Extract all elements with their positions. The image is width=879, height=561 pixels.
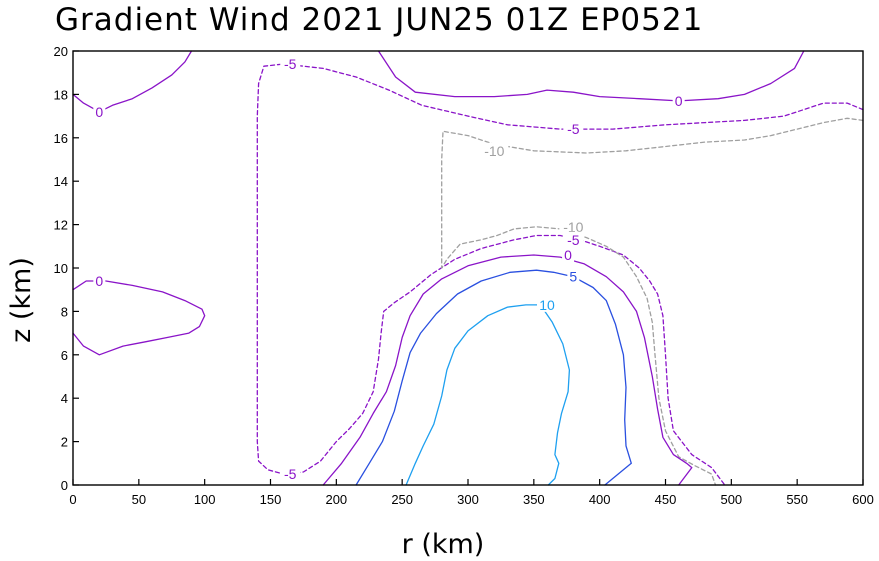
zero-contour-core [322, 254, 693, 486]
y-axis-label: z (km) [6, 257, 37, 343]
label-neg5-mid-gap [563, 121, 584, 137]
label-zero-left: 0 [95, 273, 103, 289]
x-tick-label: 250 [391, 492, 413, 507]
label-neg10-core-gap [559, 218, 588, 234]
label-pos10: 10 [539, 297, 555, 313]
y-tick-label: 20 [54, 44, 68, 59]
x-tick-label: 0 [69, 492, 76, 507]
y-tick-label: 8 [61, 304, 68, 319]
label-neg5-top-gap [280, 56, 301, 72]
label-neg5-top: -5 [284, 56, 297, 72]
label-neg5-bottom: -5 [284, 466, 297, 482]
label-zero-core: 0 [564, 247, 572, 263]
x-axis-label: r (km) [402, 529, 485, 560]
label-neg5-core: -5 [567, 232, 580, 248]
label-zero-left-gap [93, 273, 106, 289]
label-pos5: 5 [569, 269, 577, 285]
y-tick-label: 0 [61, 478, 68, 493]
label-neg5-core-gap [563, 231, 584, 247]
x-tick-label: 600 [852, 492, 874, 507]
contour-lines [72, 50, 864, 486]
y-tick-label: 2 [61, 435, 68, 450]
pos5-contour [355, 269, 632, 486]
x-tick-label: 300 [457, 492, 479, 507]
label-neg5-bottom-gap [280, 466, 301, 482]
x-tick-label: 500 [720, 492, 742, 507]
label-neg10-top-gap [480, 142, 509, 158]
x-tick-label: 550 [786, 492, 808, 507]
label-neg10-core: -10 [563, 219, 583, 235]
label-neg10-top: -10 [484, 143, 504, 159]
y-tick-label: 6 [61, 348, 68, 363]
label-neg5-mid: -5 [567, 121, 580, 137]
neg10-contour [441, 117, 864, 486]
pos10-contour [405, 304, 571, 486]
label-pos10-gap [537, 296, 557, 312]
y-axis-ticks: 0 2 4 6 8 10 12 14 16 18 20 [54, 44, 79, 493]
x-tick-label: 450 [655, 492, 677, 507]
x-tick-label: 200 [325, 492, 347, 507]
x-tick-label: 350 [523, 492, 545, 507]
y-tick-label: 10 [54, 261, 68, 276]
y-tick-label: 4 [61, 391, 68, 406]
label-zero-top-right: 0 [675, 93, 683, 109]
x-tick-label: 150 [260, 492, 282, 507]
y-tick-label: 16 [54, 131, 68, 146]
label-zero-top-right-gap [672, 92, 685, 108]
zero-contour-left [72, 280, 206, 356]
neg5-contour-top [256, 63, 864, 486]
label-zero-top-left: 0 [95, 104, 103, 120]
zero-contour-top-right [377, 50, 805, 102]
x-tick-label: 400 [589, 492, 611, 507]
zero-contour-top-left [72, 50, 193, 113]
x-tick-label: 100 [194, 492, 216, 507]
label-zero-core-gap [562, 246, 575, 262]
label-pos5-gap [567, 268, 580, 284]
y-tick-label: 18 [54, 87, 68, 102]
x-axis-ticks: 0 50 100 150 200 250 300 350 400 450 500 550 600 [69, 479, 874, 507]
chart-title: Gradient Wind 2021 JUN25 01Z EP0521 [55, 2, 703, 38]
y-tick-label: 12 [54, 218, 68, 233]
label-zero-top-left-gap [93, 103, 106, 119]
x-tick-label: 50 [132, 492, 146, 507]
y-tick-label: 14 [54, 174, 68, 189]
